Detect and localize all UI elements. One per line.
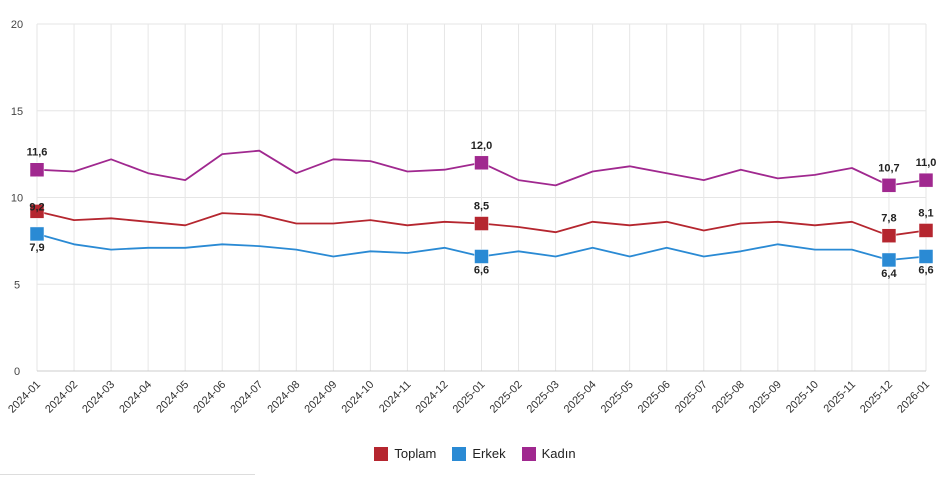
- x-tick-label: 2024-11: [377, 379, 413, 415]
- y-tick-label: 10: [11, 193, 23, 205]
- x-tick-label: 2024-02: [43, 379, 80, 416]
- marker-toplam[interactable]: [918, 223, 934, 238]
- marker-erkek[interactable]: [474, 249, 489, 264]
- x-tick-label: 2024-12: [414, 379, 451, 416]
- x-tick-label: 2025-08: [710, 379, 747, 416]
- data-label-erkek: 6,6: [474, 264, 489, 276]
- data-label-kadin: 11,0: [916, 157, 937, 169]
- legend-item-erkek[interactable]: Erkek: [452, 446, 506, 461]
- data-label-toplam: 7,8: [881, 213, 896, 225]
- x-tick-label: 2024-09: [302, 379, 339, 416]
- marker-kadin[interactable]: [918, 172, 934, 188]
- marker-kadin[interactable]: [881, 178, 897, 193]
- x-tick-label: 2025-04: [562, 379, 599, 416]
- x-tick-label: 2024-04: [117, 379, 154, 416]
- y-tick-label: 0: [14, 366, 20, 378]
- data-labels: 9,2 8,5 7,8 8,1 7,9 6,6 6,4 6,6 11,6 12,0 10,7 11,0: [27, 140, 937, 280]
- data-label-erkek: 6,6: [918, 264, 933, 276]
- x-tick-label: 2025-03: [525, 379, 562, 416]
- marker-toplam[interactable]: [29, 204, 45, 219]
- x-tick-label: 2025-05: [599, 379, 636, 416]
- data-label-kadin: 10,7: [878, 162, 899, 174]
- grid: [36, 23, 927, 372]
- legend-item-toplam[interactable]: Toplam: [374, 446, 436, 461]
- x-tick-label: 2025-12: [858, 379, 895, 416]
- x-tick-label: 2024-10: [339, 379, 376, 416]
- series-markers: [29, 155, 934, 268]
- marker-erkek[interactable]: [918, 249, 934, 264]
- axes: 2024-01 2024-02 2024-03 2024-04 2024-05 2024-…: [6, 19, 932, 416]
- legend-swatch-erkek: [452, 446, 467, 461]
- data-label-toplam: 9,2: [29, 201, 44, 213]
- data-label-kadin: 11,6: [27, 147, 48, 159]
- x-tick-label: 2025-01: [451, 379, 488, 416]
- x-tick-label: 2025-11: [822, 379, 858, 415]
- x-tick-label: 2024-05: [154, 379, 191, 416]
- legend-label-erkek: Erkek: [472, 446, 506, 461]
- bottom-divider: [0, 474, 255, 475]
- legend-label-kadin: Kadın: [541, 446, 576, 461]
- y-tick-label: 5: [14, 279, 20, 291]
- data-label-toplam: 8,5: [474, 201, 489, 213]
- x-tick-label: 2025-02: [488, 379, 525, 416]
- legend-swatch-kadin: [521, 446, 536, 461]
- legend-swatch-toplam: [374, 446, 389, 461]
- x-tick-label: 2025-10: [784, 379, 821, 416]
- x-tick-label: 2025-07: [673, 379, 710, 416]
- data-label-toplam: 8,1: [918, 207, 933, 219]
- marker-kadin[interactable]: [29, 162, 45, 177]
- y-tick-label: 20: [11, 19, 23, 31]
- x-tick-label: 2024-08: [265, 379, 302, 416]
- x-tick-label: 2026-01: [895, 379, 932, 416]
- x-tick-label: 2024-07: [228, 379, 265, 416]
- legend-label-toplam: Toplam: [394, 446, 437, 461]
- y-tick-label: 15: [11, 106, 23, 118]
- x-tick-label: 2025-09: [747, 379, 784, 416]
- marker-kadin[interactable]: [474, 155, 489, 171]
- x-tick-label: 2024-06: [191, 379, 228, 416]
- marker-erkek[interactable]: [29, 226, 45, 242]
- marker-toplam[interactable]: [474, 216, 489, 231]
- x-tick-label: 2025-06: [636, 379, 673, 416]
- data-label-erkek: 7,9: [29, 242, 44, 254]
- data-label-kadin: 12,0: [471, 140, 492, 152]
- x-tick-label: 2024-03: [80, 379, 117, 416]
- marker-toplam[interactable]: [881, 228, 897, 243]
- x-tick-label: 2024-01: [6, 379, 43, 416]
- legend-item-kadin[interactable]: Kadın: [521, 446, 576, 461]
- data-label-erkek: 6,4: [881, 268, 897, 280]
- marker-erkek[interactable]: [881, 252, 897, 268]
- legend: Toplam Erkek Kadın: [0, 446, 950, 461]
